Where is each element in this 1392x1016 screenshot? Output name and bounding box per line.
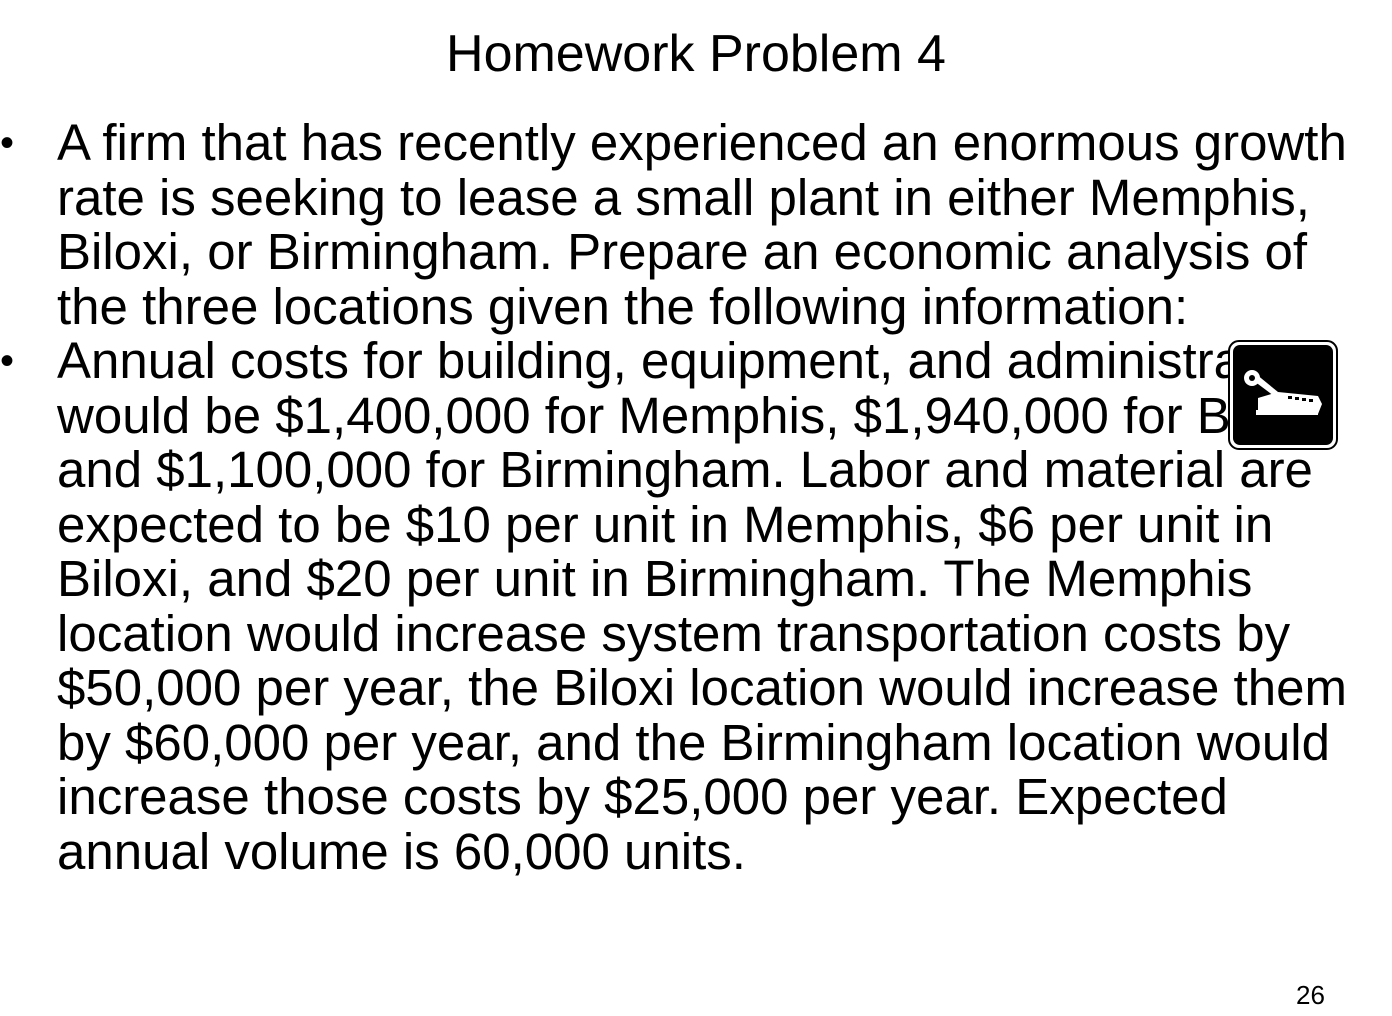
- bullet-item: • Annual costs for building, equipment, …: [0, 332, 1347, 880]
- bullet-text: A firm that has recently experienced an …: [57, 114, 1347, 335]
- bullet-marker: •: [0, 339, 15, 383]
- bullet-list: • A firm that has recently experienced a…: [0, 114, 1392, 880]
- bullet-marker: •: [0, 121, 15, 165]
- bullet-item: • A firm that has recently experienced a…: [0, 114, 1357, 335]
- bullet-text: Annual costs for building, equipment, an…: [57, 332, 1347, 880]
- slide-title: Homework Problem 4: [446, 25, 946, 83]
- calculator-icon: [1228, 340, 1338, 450]
- page-number: 26: [1296, 980, 1325, 1010]
